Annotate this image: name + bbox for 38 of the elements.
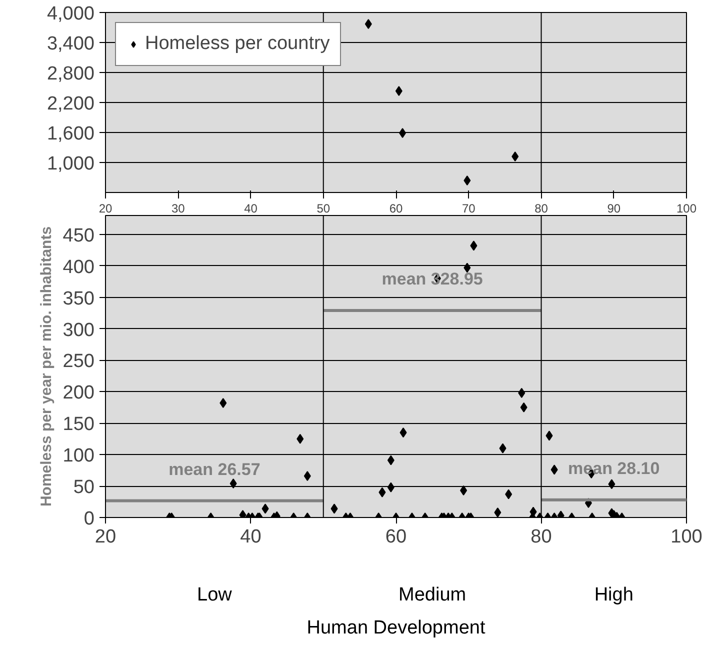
x-tick-label: 60 bbox=[385, 526, 407, 548]
x-tick-label: 80 bbox=[534, 202, 548, 216]
x-tick-label: 40 bbox=[240, 526, 262, 548]
series-label: mean 28.10 bbox=[568, 458, 660, 478]
y-tick-label: 50 bbox=[73, 477, 95, 498]
text: Low bbox=[197, 584, 232, 606]
x-tick-label: 70 bbox=[462, 202, 476, 216]
y-tick-label: 400 bbox=[62, 256, 94, 278]
x-tick-label: 40 bbox=[244, 202, 258, 216]
series-label: mean 26.57 bbox=[168, 460, 260, 479]
y-tick-label: 1,000 bbox=[46, 154, 94, 174]
x-tick-label: 100 bbox=[676, 202, 697, 216]
y-tick-label: 3,400 bbox=[46, 34, 94, 54]
x-tick-label: 30 bbox=[171, 202, 186, 216]
x-tick-label: 60 bbox=[389, 202, 403, 216]
y-tick-label: 2,800 bbox=[46, 64, 94, 84]
x-tick-label: 20 bbox=[94, 526, 116, 548]
y-tick-label: 4,000 bbox=[46, 4, 94, 24]
y-tick-label: 300 bbox=[62, 320, 94, 341]
y-tick-label: 1,600 bbox=[46, 124, 94, 144]
y-tick-label: 450 bbox=[62, 225, 94, 246]
y-tick-label: 2,200 bbox=[46, 94, 94, 114]
y-tick-label: 100 bbox=[62, 446, 94, 467]
x-axis-title: Human Development bbox=[306, 618, 486, 638]
y-tick-label: 250 bbox=[62, 351, 94, 372]
y-tick-label: 150 bbox=[62, 414, 94, 436]
legend-label: Homeless per country bbox=[145, 33, 330, 55]
x-tick-label: 50 bbox=[316, 202, 330, 216]
y-tick-label: 200 bbox=[62, 382, 94, 404]
y-tick-label: 0 bbox=[84, 508, 95, 530]
x-tick-label: 80 bbox=[530, 526, 552, 548]
x-tick-label: 90 bbox=[607, 202, 621, 216]
x-tick-label: 20 bbox=[98, 202, 112, 216]
y-tick-label: 350 bbox=[62, 288, 94, 310]
text: High bbox=[594, 584, 634, 606]
y-axis-title: Homeless per year per mio. inhabitants bbox=[38, 226, 55, 507]
text: Medium bbox=[398, 584, 466, 606]
x-tick-label: 100 bbox=[670, 526, 702, 548]
